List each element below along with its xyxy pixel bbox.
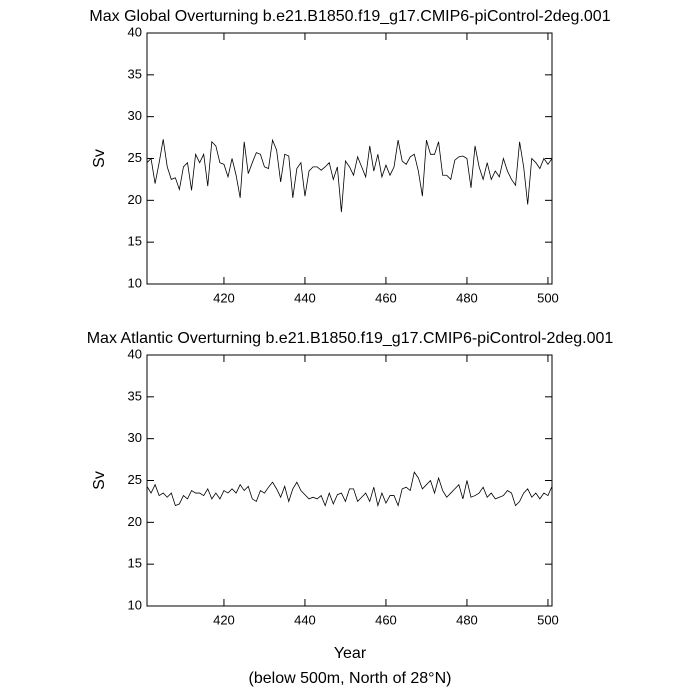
y-tick-label: 35 [128,66,142,81]
y-tick-label: 30 [128,430,142,445]
x-tick-label: 480 [456,290,478,305]
plot-frame [146,354,553,607]
y-tick-label: 10 [128,597,142,612]
x-axis-label: Year [334,645,367,662]
series-line [146,471,553,508]
chart-title: Max Atlantic Overturning b.e21.B1850.f19… [87,330,614,347]
x-tick-label: 480 [456,612,478,627]
x-tick-label: 500 [537,612,559,627]
y-tick-label: 10 [128,275,142,290]
x-tick-label: 460 [375,612,397,627]
plot-frame [146,32,553,285]
x-tick-label: 440 [294,612,316,627]
x-tick-label: 460 [375,290,397,305]
y-tick-label: 35 [128,388,142,403]
y-tick-label: 40 [128,24,142,39]
y-axis-label: Sv [91,149,108,168]
y-tick-label: 15 [128,556,142,571]
y-tick-label: 25 [128,150,142,165]
series-line [146,138,553,213]
footnote: (below 500m, North of 28°N) [249,670,452,687]
y-tick-label: 30 [128,108,142,123]
y-tick-label: 15 [128,234,142,249]
y-tick-label: 20 [128,514,142,529]
x-tick-label: 440 [294,290,316,305]
x-tick-label: 420 [213,612,235,627]
x-tick-label: 420 [213,290,235,305]
y-tick-label: 25 [128,472,142,487]
x-tick-label: 500 [537,290,559,305]
y-tick-label: 40 [128,346,142,361]
y-axis-label: Sv [91,471,108,490]
chart-title: Max Global Overturning b.e21.B1850.f19_g… [89,8,610,25]
y-tick-label: 20 [128,192,142,207]
